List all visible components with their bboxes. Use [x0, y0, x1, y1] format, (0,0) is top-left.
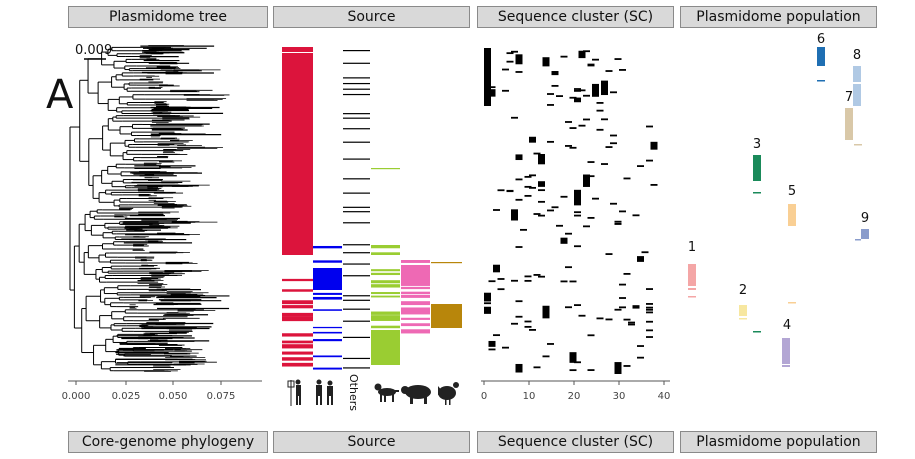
- population-7-label: 7: [845, 90, 853, 105]
- population-6-label: 6: [817, 32, 825, 47]
- population-5-label: 5: [788, 184, 796, 199]
- population-5: 5: [788, 184, 796, 304]
- header-plasmidome-population: Plasmidome population: [680, 6, 877, 28]
- sc-tick-10: 10: [523, 391, 536, 402]
- sequence-cluster-plot: [484, 48, 658, 374]
- population-4-label: 4: [783, 318, 791, 333]
- tree-tick-3: 0.075: [207, 391, 236, 402]
- population-4: 4: [782, 318, 791, 367]
- population-6: 6: [817, 32, 825, 82]
- population-1: 1: [688, 240, 696, 298]
- source-icons: Others: [287, 374, 459, 411]
- header-plasmidome-tree: Plasmidome tree: [68, 6, 268, 28]
- population-7: 7: [845, 90, 862, 146]
- sc-tick-40: 40: [658, 391, 671, 402]
- header-source-bottom: Source: [273, 431, 470, 453]
- sc-tick-30: 30: [613, 391, 626, 402]
- tree-tick-1: 0.025: [112, 391, 141, 402]
- population-9: 9: [855, 211, 869, 241]
- header-sequence-cluster: Sequence cluster (SC): [477, 6, 674, 28]
- population-3-label: 3: [753, 137, 761, 152]
- dog-icon: [374, 383, 399, 402]
- population-3: 3: [753, 137, 761, 333]
- population-8: 8: [853, 48, 861, 106]
- sc-tick-20: 20: [568, 391, 581, 402]
- panel-letter: A: [46, 72, 74, 118]
- tree-tick-0: 0.000: [62, 391, 91, 402]
- human-community-icon: [316, 379, 333, 405]
- phylogenetic-tree: [69, 45, 230, 372]
- tree-axis: 0.000 0.025 0.050 0.075: [62, 380, 262, 402]
- scale-bar-label: 0.009: [75, 43, 113, 58]
- header-core-genome-phylogeny: Core-genome phylogeny: [68, 431, 268, 453]
- pig-icon: [401, 385, 431, 404]
- sc-tick-0: 0: [481, 391, 487, 402]
- sc-axis: 0 10 20 30 40: [481, 380, 671, 402]
- population-9-label: 9: [861, 211, 869, 226]
- population-8-label: 8: [853, 48, 861, 63]
- header-source: Source: [273, 6, 470, 28]
- tree-tick-2: 0.050: [159, 391, 188, 402]
- header-plasmidome-population-bottom: Plasmidome population: [680, 431, 877, 453]
- population-2: 2: [739, 283, 747, 320]
- human-hospital-icon: [287, 379, 301, 406]
- population-panel: 1 2 3 4 5 6: [688, 32, 869, 367]
- population-2-label: 2: [739, 283, 747, 298]
- chicken-icon: [438, 382, 459, 405]
- source-heatmap: [282, 47, 462, 370]
- header-sequence-cluster-bottom: Sequence cluster (SC): [477, 431, 674, 453]
- source-label-others: Others: [347, 374, 360, 411]
- population-1-label: 1: [688, 240, 696, 255]
